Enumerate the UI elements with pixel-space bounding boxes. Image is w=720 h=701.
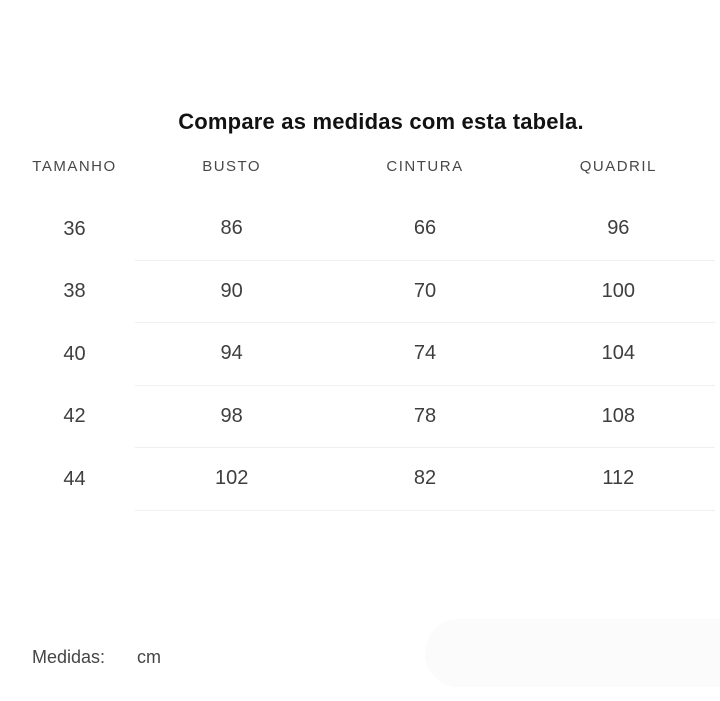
table-header-row: TAMANHO BUSTO CINTURA QUADRIL [0,134,715,198]
cell-tamanho: 42 [63,405,86,428]
cell-busto: 90 [135,261,329,323]
size-chart-table: TAMANHO BUSTO CINTURA QUADRIL 36 86 66 9… [0,134,715,511]
table-row: 44 102 82 112 [0,448,715,511]
cell-quadril: 96 [521,198,715,261]
cell-busto: 94 [135,323,329,386]
cell-quadril: 100 [521,261,715,323]
cell-tamanho: 40 [63,342,86,365]
table-row: 36 86 66 96 [0,198,715,261]
column-header-busto: BUSTO [202,157,262,175]
table-row: 38 90 70 100 [0,261,715,323]
table-row: 42 98 78 108 [0,386,715,448]
cell-cintura: 66 [328,198,522,261]
table-row: 40 94 74 104 [0,323,715,386]
cell-busto: 102 [135,448,329,511]
measurement-label: Medidas: [32,646,106,667]
cell-busto: 98 [135,386,329,448]
measurement-unit-row: Medidas: cm [0,647,720,668]
column-header-quadril: QUADRIL [579,157,657,175]
cell-cintura: 74 [328,323,522,386]
bottom-right-panel [425,619,720,687]
page-title: Compare as medidas com esta tabela. [178,109,584,134]
cell-cintura: 82 [328,448,522,511]
cell-tamanho: 38 [63,280,86,303]
cell-cintura: 78 [328,386,522,448]
column-header-tamanho: TAMANHO [32,157,117,175]
cell-cintura: 70 [328,261,522,323]
cell-busto: 86 [135,198,329,261]
cell-tamanho: 44 [63,467,86,490]
measurement-unit-value: cm [137,646,162,667]
cell-quadril: 112 [521,448,715,511]
cell-quadril: 104 [521,323,715,386]
column-header-cintura: CINTURA [386,157,464,175]
cell-quadril: 108 [521,386,715,448]
cell-tamanho: 36 [63,217,86,240]
size-guide-page: Compare as medidas com esta tabela. TAMA… [0,109,720,668]
